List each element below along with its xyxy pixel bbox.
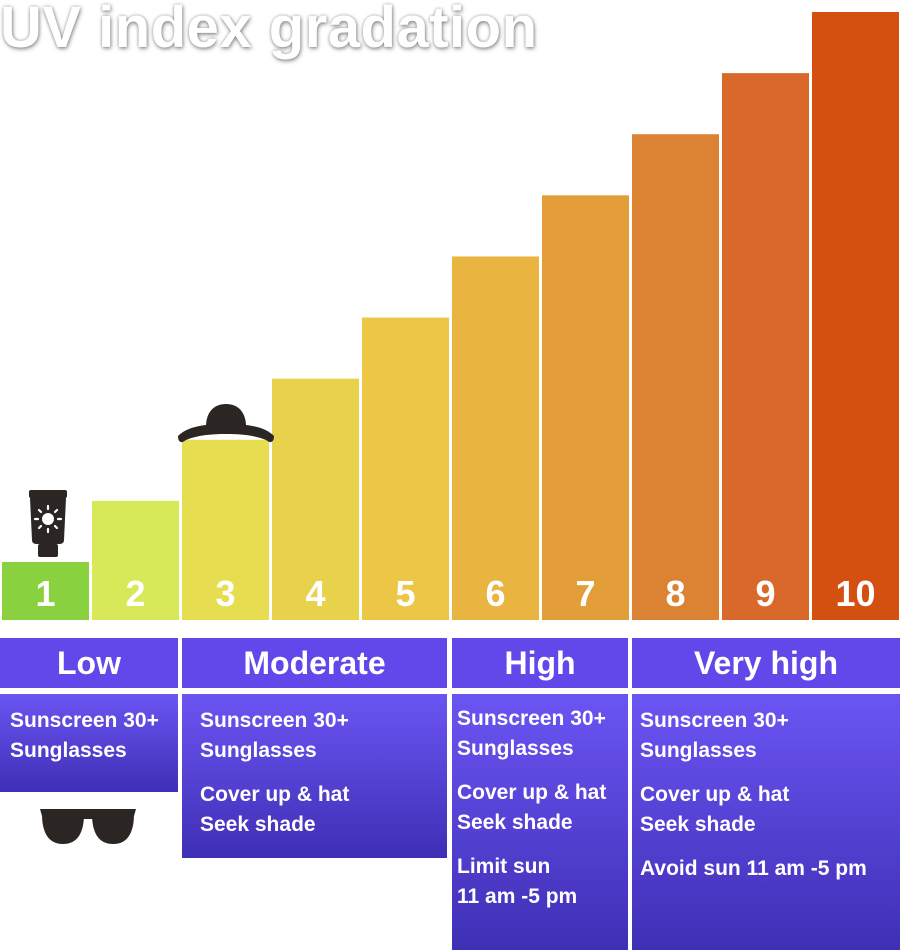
bar-7 xyxy=(542,195,629,621)
bar-label-10: 10 xyxy=(835,573,875,614)
hat-icon xyxy=(178,404,274,443)
level-header-high: High xyxy=(452,638,628,688)
bar-5 xyxy=(362,317,449,620)
advice-line: Seek shade xyxy=(457,811,573,834)
bar-9 xyxy=(722,73,809,621)
advice-very-high: Sunscreen 30+ Sunglasses Cover up & hat Se… xyxy=(632,694,900,950)
advice-line: Seek shade xyxy=(200,813,316,836)
advice-low: Sunscreen 30+ Sunglasses xyxy=(0,694,178,792)
advice-line: Sunscreen 30+ xyxy=(10,709,159,732)
uv-bar-chart: 1 2 3 4 5 6 7 8 9 10 xyxy=(2,12,899,621)
sunglasses-icon xyxy=(40,809,136,844)
advice-line: Cover up & hat xyxy=(457,781,607,804)
page-title: UV index gradation xyxy=(0,0,538,60)
bar-3 xyxy=(182,439,269,620)
advice-high: Sunscreen 30+ Sunglasses Cover up & hat Se… xyxy=(452,694,628,950)
advice-line: Sunscreen 30+ xyxy=(200,709,349,732)
advice-line: Sunglasses xyxy=(200,739,317,762)
bar-label-6: 6 xyxy=(485,573,505,614)
bar-label-1: 1 xyxy=(35,573,55,614)
advice-line: Cover up & hat xyxy=(200,783,350,806)
bar-8 xyxy=(632,134,719,620)
advice-line: Sunscreen 30+ xyxy=(457,707,606,730)
advice-line: Avoid sun 11 am -5 pm xyxy=(640,857,867,880)
bar-4 xyxy=(272,378,359,620)
advice-line: Limit sun xyxy=(457,855,551,878)
advice-line: Seek shade xyxy=(640,813,756,836)
advice-line: Sunglasses xyxy=(640,739,757,762)
bar-label-5: 5 xyxy=(395,573,415,614)
bar-1 xyxy=(2,562,89,620)
level-header-moderate: Moderate xyxy=(182,638,447,688)
sunscreen-icon xyxy=(29,490,67,557)
advice-line: Sunscreen 30+ xyxy=(640,709,789,732)
bar-label-9: 9 xyxy=(755,573,775,614)
bar-10 xyxy=(812,12,899,620)
advice-moderate: Sunscreen 30+ Sunglasses Cover up & hat Se… xyxy=(182,694,447,858)
bar-label-8: 8 xyxy=(665,573,685,614)
advice-line: Sunglasses xyxy=(10,739,127,762)
bar-label-3: 3 xyxy=(215,573,235,614)
level-header-low: Low xyxy=(0,638,178,688)
advice-line: Sunglasses xyxy=(457,737,574,760)
bar-label-2: 2 xyxy=(125,573,145,614)
bar-6 xyxy=(452,256,539,620)
bar-2 xyxy=(92,500,179,620)
level-header-very-high: Very high xyxy=(632,638,900,688)
bar-label-7: 7 xyxy=(575,573,595,614)
advice-line: 11 am -5 pm xyxy=(457,885,578,908)
advice-line: Cover up & hat xyxy=(640,783,790,806)
bar-label-4: 4 xyxy=(305,573,325,614)
